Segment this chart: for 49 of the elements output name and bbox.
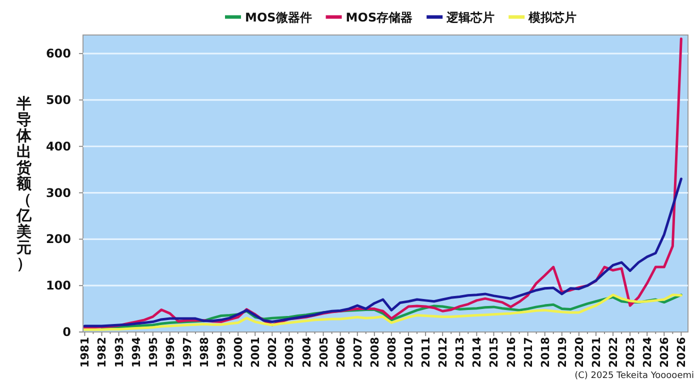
text: 半导体出货额（亿美元） [16,94,32,272]
x-tick-label: 2019 [556,337,569,368]
x-tick-label: 2008 [385,337,398,368]
x-tick-label: 1997 [180,337,194,368]
x-tick-label: 2013 [454,337,467,368]
x-tick-label: 2007 [351,337,364,368]
x-tick-label: 2022 [607,337,620,368]
x-tick-label: 1999 [215,337,228,368]
x-tick-label: 2014 [470,336,484,368]
x-tick-label: 2026 [658,336,672,368]
legend-label: 模拟芯片 [528,10,577,24]
x-tick-label: 2018 [538,337,552,368]
x-tick-label: 2003 [283,337,296,368]
y-tick-label: 500 [46,92,71,107]
x-tick-label: 2012 [436,337,450,368]
legend-label: 逻辑芯片 [446,10,495,24]
x-tick-label: 2002 [266,337,280,368]
x-tick-label: 2026 [675,336,688,368]
y-tick-label: 100 [46,278,71,293]
x-tick-label: 2017 [522,337,535,368]
y-tick-label: 300 [46,186,71,200]
x-tick-label: 1995 [146,337,160,368]
x-tick-label: 2010 [402,336,416,368]
x-tick-label: 1988 [198,337,211,368]
x-tick-label: 2023 [624,337,638,368]
x-tick-label: 1993 [112,337,126,368]
x-tick-label: 2008 [368,337,382,368]
x-tick-label: 2015 [488,337,501,368]
x-tick-label: 2020 [572,336,586,368]
y-tick-label: 600 [46,46,71,61]
legend-label: MOS存储器 [346,10,413,24]
y-tick-label: 0 [62,325,71,339]
x-tick-label: 1981 [78,337,92,368]
x-tick-label: 2001 [249,337,262,368]
x-tick-label: 2000 [232,336,246,368]
x-tick-label: 2004 [300,336,314,368]
x-tick-label: 1982 [96,337,109,368]
x-tick-label: 2024 [641,336,654,368]
x-tick-label: 1994 [130,336,143,368]
x-tick-label: 2005 [317,337,330,368]
x-tick-label: 2006 [334,336,348,368]
x-tick-label: 2011 [420,337,433,368]
x-tick-label: 1996 [164,336,177,368]
y-tick-label: 200 [46,232,71,246]
x-tick-label: 2021 [590,337,603,368]
y-tick-label: 400 [46,139,71,154]
text: (C) 2025 Tekeita Yooooemi [574,371,694,381]
x-tick-label: 2016 [504,336,518,368]
legend-label: MOS微器件 [245,10,312,24]
